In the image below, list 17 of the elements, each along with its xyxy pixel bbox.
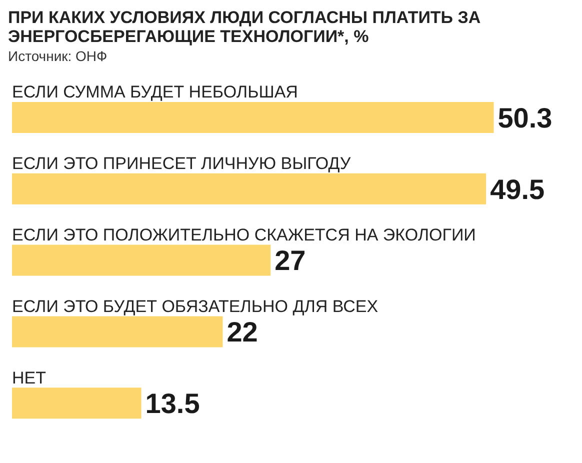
data-label: 13.5 xyxy=(145,388,200,420)
bar xyxy=(12,244,271,276)
bar xyxy=(12,102,494,133)
y-tick-label: ЕСЛИ ЭТО ПРИНЕСЕТ ЛИЧНУЮ ВЫГОДУ xyxy=(12,154,351,174)
data-label: 50.3 xyxy=(498,102,552,134)
chart-subtitle: Источник: ОНФ xyxy=(8,48,108,64)
y-tick-label: ЕСЛИ ЭТО БУДЕТ ОБЯЗАТЕЛЬНО ДЛЯ ВСЕХ xyxy=(12,296,378,316)
data-label: 22 xyxy=(226,316,258,348)
y-tick-label: НЕТ xyxy=(12,368,46,388)
data-label: 49.5 xyxy=(490,174,545,205)
y-tick-label: ЕСЛИ ЭТО ПОЛОЖИТЕЛЬНО СКАЖЕТСЯ НА ЭКОЛОГИИ xyxy=(12,226,476,244)
bar xyxy=(12,173,486,204)
y-tick-label: ЕСЛИ СУММА БУДЕТ НЕБОЛЬШАЯ xyxy=(12,82,298,102)
data-label: 27 xyxy=(274,245,306,276)
bar xyxy=(12,316,223,348)
chart-title: ПРИ КАКИХ УСЛОВИЯХ ЛЮДИ СОГЛАСНЫ ПЛАТИТЬ ЗА ЭНЕРГОСБЕРЕГАЮЩИЕ ТЕХНОЛОГИИ*, % xyxy=(8,8,482,46)
bar xyxy=(12,388,142,419)
